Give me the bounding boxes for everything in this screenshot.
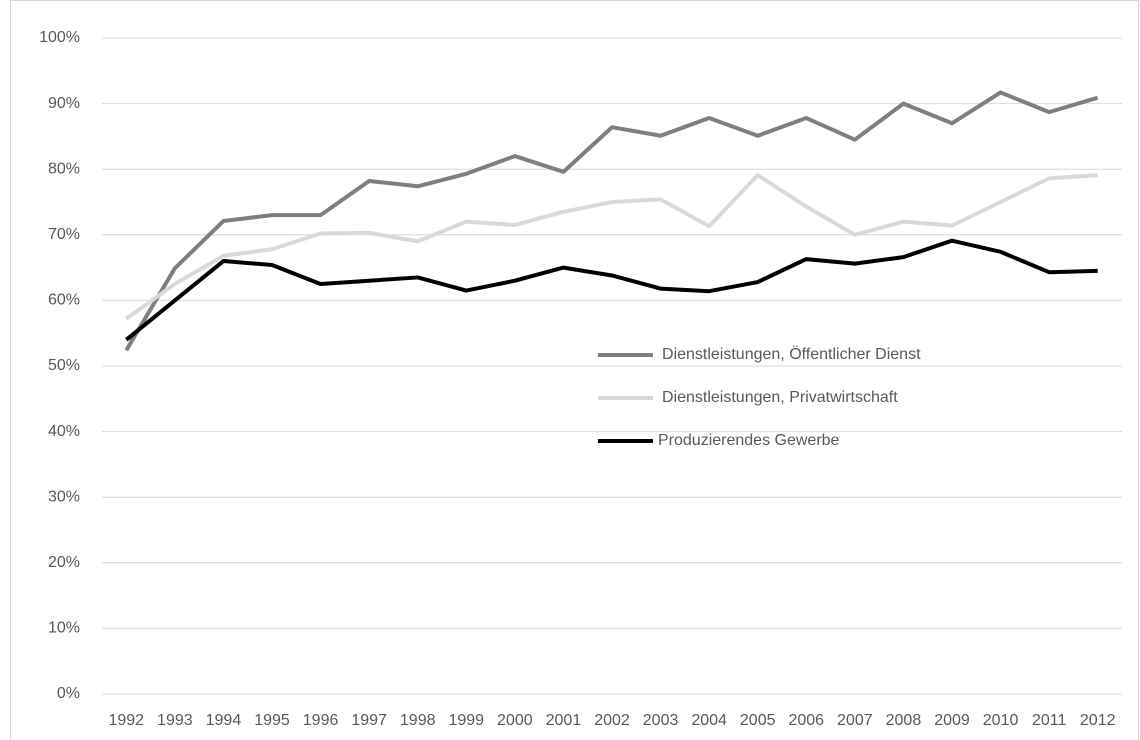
x-tick-label: 2009 xyxy=(934,712,970,729)
x-tick-label: 1992 xyxy=(108,712,144,729)
series-line xyxy=(125,238,1098,342)
y-tick-label: 60% xyxy=(48,292,80,309)
y-tick-label: 70% xyxy=(48,226,80,243)
x-tick-label: 2012 xyxy=(1080,712,1116,729)
y-tick-label: 80% xyxy=(48,160,80,177)
x-tick-label: 2005 xyxy=(740,712,776,729)
y-tick-label: 90% xyxy=(48,95,80,112)
x-tick-label: 2011 xyxy=(1032,712,1067,729)
legend-label: Dienstleistungen, Privatwirtschaft xyxy=(662,389,898,406)
x-tick-label: 2003 xyxy=(643,712,679,729)
chart-frame xyxy=(10,0,1139,740)
legend-label: Produzierendes Gewerbe xyxy=(658,432,840,449)
series-line xyxy=(125,173,1098,321)
x-tick-label: 2001 xyxy=(546,712,582,729)
y-tick-label: 100% xyxy=(39,29,80,46)
x-tick-label: 2002 xyxy=(594,712,630,729)
series-line xyxy=(124,90,1099,352)
x-tick-label: 2010 xyxy=(983,712,1019,729)
y-tick-label: 50% xyxy=(48,357,80,374)
x-tick-label: 2004 xyxy=(691,712,727,729)
x-tick-label: 1997 xyxy=(351,712,387,729)
x-tick-label: 1996 xyxy=(303,712,339,729)
y-tick-label: 30% xyxy=(48,488,80,505)
x-tick-label: 1994 xyxy=(206,712,242,729)
y-tick-label: 0% xyxy=(57,685,80,702)
x-tick-label: 2000 xyxy=(497,712,533,729)
x-tick-label: 1998 xyxy=(400,712,436,729)
x-tick-label: 1999 xyxy=(448,712,484,729)
y-tick-label: 20% xyxy=(48,554,80,571)
y-tick-label: 40% xyxy=(48,423,80,440)
x-tick-label: 1993 xyxy=(157,712,193,729)
legend-label: Dienstleistungen, Öffentlicher Dienst xyxy=(662,345,921,363)
x-tick-label: 2008 xyxy=(886,712,922,729)
y-tick-label: 10% xyxy=(48,620,80,637)
x-tick-label: 1995 xyxy=(254,712,290,729)
x-tick-label: 2007 xyxy=(837,712,873,729)
x-tick-label: 2006 xyxy=(788,712,824,729)
